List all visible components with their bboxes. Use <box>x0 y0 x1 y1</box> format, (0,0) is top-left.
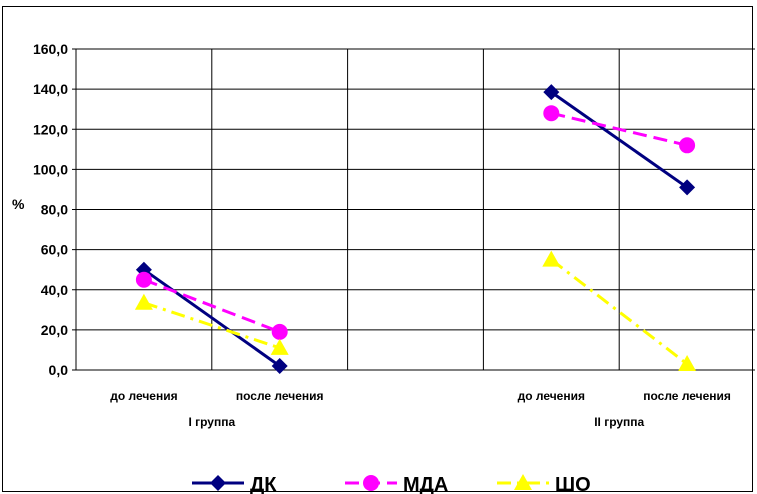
series-line <box>143 278 281 334</box>
data-point <box>543 105 560 122</box>
x-category-label: после лечения <box>643 389 731 403</box>
x-category-label: после лечения <box>236 389 324 403</box>
y-tick-label: 160,0 <box>33 41 68 57</box>
data-point <box>542 250 561 267</box>
x-category-labels: до лечения после лечения до лечения после л… <box>110 389 731 429</box>
data-point <box>679 137 696 154</box>
legend-marker <box>210 475 226 491</box>
x-group-label: II группа <box>594 415 644 429</box>
x-group-label: I группа <box>188 415 235 429</box>
y-tick-label: 100,0 <box>33 161 68 177</box>
data-point <box>271 323 288 340</box>
legend-marker <box>514 474 532 490</box>
legend-item: МДА <box>345 474 448 494</box>
y-tick-label: 40,0 <box>41 282 68 298</box>
series-line <box>550 90 688 189</box>
series-line <box>143 268 281 368</box>
series-МДА <box>135 105 696 340</box>
series-ДК <box>135 84 696 374</box>
data-point <box>679 179 696 196</box>
series-line <box>143 301 281 350</box>
data-point <box>271 357 288 374</box>
y-tick-label: 120,0 <box>33 121 68 137</box>
legend-item: ДК <box>192 474 277 494</box>
series-line <box>550 111 688 147</box>
data-point <box>678 354 697 371</box>
y-tick-label: 0,0 <box>49 362 69 378</box>
y-tick-label: 60,0 <box>41 242 68 258</box>
series-ШО <box>134 250 697 371</box>
legend-label: МДА <box>403 474 448 494</box>
y-tick-label: 140,0 <box>33 81 68 97</box>
series-layer <box>134 84 697 374</box>
legend-label: ШО <box>555 474 591 494</box>
y-axis-label: % <box>12 196 25 212</box>
y-tick-label: 80,0 <box>41 202 68 218</box>
data-point <box>270 338 289 355</box>
data-point <box>135 271 152 288</box>
legend: ДК МДА ШО <box>192 474 591 494</box>
legend-item: ШО <box>497 474 591 494</box>
data-point <box>134 293 153 310</box>
legend-label: ДК <box>250 474 277 494</box>
y-tick-label: 20,0 <box>41 322 68 338</box>
grid-lines <box>76 48 755 370</box>
x-category-label: до лечения <box>110 389 177 403</box>
legend-marker <box>363 475 379 491</box>
chart-frame <box>2 6 753 492</box>
y-tick-labels: 0,0 20,0 40,0 60,0 80,0 100,0 120,0 140,0 160,0% <box>12 41 68 378</box>
data-point <box>543 84 560 101</box>
x-category-label: до лечения <box>518 389 585 403</box>
axes <box>72 48 755 371</box>
